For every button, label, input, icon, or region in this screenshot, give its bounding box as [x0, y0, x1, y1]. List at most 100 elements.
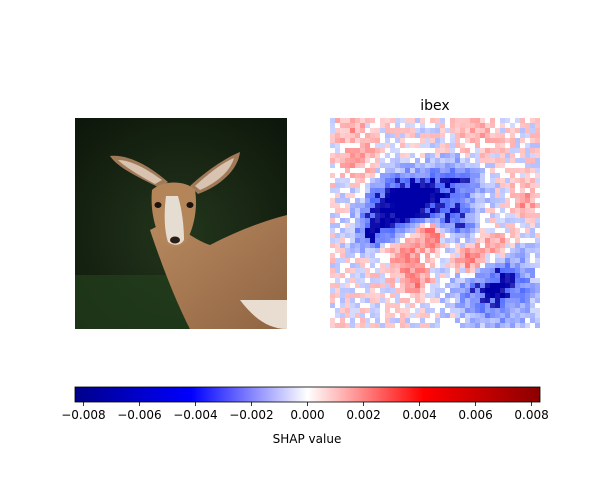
heatmap-cell — [400, 228, 405, 233]
heatmap-cell — [355, 188, 360, 193]
heatmap-cell — [390, 273, 395, 278]
heatmap-cell — [425, 228, 430, 233]
heatmap-cell — [405, 213, 410, 218]
heatmap-cell — [415, 233, 420, 238]
heatmap-cell — [495, 238, 500, 243]
heatmap-cell — [475, 163, 480, 168]
heatmap-cell — [345, 233, 350, 238]
heatmap-cell — [445, 218, 450, 223]
heatmap-cell — [385, 268, 390, 273]
heatmap-cell — [375, 303, 380, 308]
heatmap-cell — [370, 288, 375, 293]
heatmap-cell — [475, 298, 480, 303]
heatmap-cell — [505, 293, 510, 298]
heatmap-cell — [405, 323, 410, 328]
heatmap-cell — [330, 268, 335, 273]
heatmap-cell — [515, 273, 520, 278]
heatmap-cell — [485, 208, 490, 213]
heatmap-cell — [485, 323, 490, 328]
heatmap-cell — [390, 203, 395, 208]
heatmap-cell — [530, 128, 535, 133]
heatmap-cell — [355, 158, 360, 163]
heatmap-cell — [500, 193, 505, 198]
heatmap-cell — [465, 183, 470, 188]
heatmap-cell — [335, 263, 340, 268]
heatmap-cell — [395, 318, 400, 323]
heatmap-cell — [340, 158, 345, 163]
heatmap-cell — [420, 143, 425, 148]
heatmap-cell — [360, 228, 365, 233]
heatmap-cell — [335, 148, 340, 153]
heatmap-cell — [505, 183, 510, 188]
heatmap-cell — [495, 288, 500, 293]
heatmap-cell — [465, 258, 470, 263]
heatmap-cell — [340, 258, 345, 263]
heatmap-cell — [475, 218, 480, 223]
heatmap-cell — [515, 298, 520, 303]
heatmap-cell — [345, 223, 350, 228]
heatmap-cell — [350, 138, 355, 143]
heatmap-cell — [395, 273, 400, 278]
heatmap-cell — [340, 128, 345, 133]
heatmap-cell — [495, 253, 500, 258]
heatmap-cell — [405, 183, 410, 188]
heatmap-cell — [500, 258, 505, 263]
heatmap-cell — [335, 293, 340, 298]
heatmap-cell — [475, 223, 480, 228]
heatmap-cell — [390, 168, 395, 173]
heatmap-cell — [470, 213, 475, 218]
heatmap-cell — [435, 208, 440, 213]
heatmap-cell — [520, 288, 525, 293]
heatmap-cell — [330, 118, 335, 123]
heatmap-cell — [405, 118, 410, 123]
heatmap-cell — [450, 173, 455, 178]
heatmap-cell — [430, 153, 435, 158]
heatmap-cell — [450, 308, 455, 313]
heatmap-cell — [440, 173, 445, 178]
heatmap-cell — [365, 318, 370, 323]
heatmap-cell — [395, 213, 400, 218]
heatmap-cell — [340, 273, 345, 278]
heatmap-cell — [490, 183, 495, 188]
heatmap-cell — [390, 228, 395, 233]
heatmap-cell — [425, 218, 430, 223]
heatmap-cell — [375, 138, 380, 143]
heatmap-cell — [350, 208, 355, 213]
heatmap-cell — [460, 278, 465, 283]
heatmap-cell — [520, 278, 525, 283]
heatmap-cell — [475, 293, 480, 298]
heatmap-cell — [340, 153, 345, 158]
heatmap-cell — [460, 248, 465, 253]
heatmap-cell — [535, 263, 540, 268]
heatmap-cell — [410, 183, 415, 188]
heatmap-cell — [405, 318, 410, 323]
heatmap-cell — [500, 283, 505, 288]
heatmap-cell — [445, 173, 450, 178]
heatmap-cell — [335, 308, 340, 313]
heatmap-cell — [345, 218, 350, 223]
heatmap-cell — [440, 268, 445, 273]
heatmap-cell — [440, 238, 445, 243]
heatmap-cell — [350, 313, 355, 318]
heatmap-cell — [400, 278, 405, 283]
heatmap-cell — [500, 178, 505, 183]
heatmap-cell — [475, 248, 480, 253]
heatmap-cell — [345, 178, 350, 183]
heatmap-cell — [500, 163, 505, 168]
heatmap-cell — [525, 168, 530, 173]
colorbar-tick-label: 0.002 — [346, 408, 380, 422]
heatmap-cell — [480, 248, 485, 253]
heatmap-cell — [505, 273, 510, 278]
heatmap-cell — [450, 213, 455, 218]
heatmap-cell — [405, 153, 410, 158]
heatmap-cell — [520, 248, 525, 253]
heatmap-cell — [470, 193, 475, 198]
heatmap-cell — [480, 233, 485, 238]
heatmap-cell — [515, 303, 520, 308]
heatmap-cell — [515, 168, 520, 173]
heatmap-cell — [390, 158, 395, 163]
heatmap-cell — [400, 263, 405, 268]
heatmap-cell — [490, 278, 495, 283]
heatmap-cell — [360, 173, 365, 178]
heatmap-cell — [470, 178, 475, 183]
